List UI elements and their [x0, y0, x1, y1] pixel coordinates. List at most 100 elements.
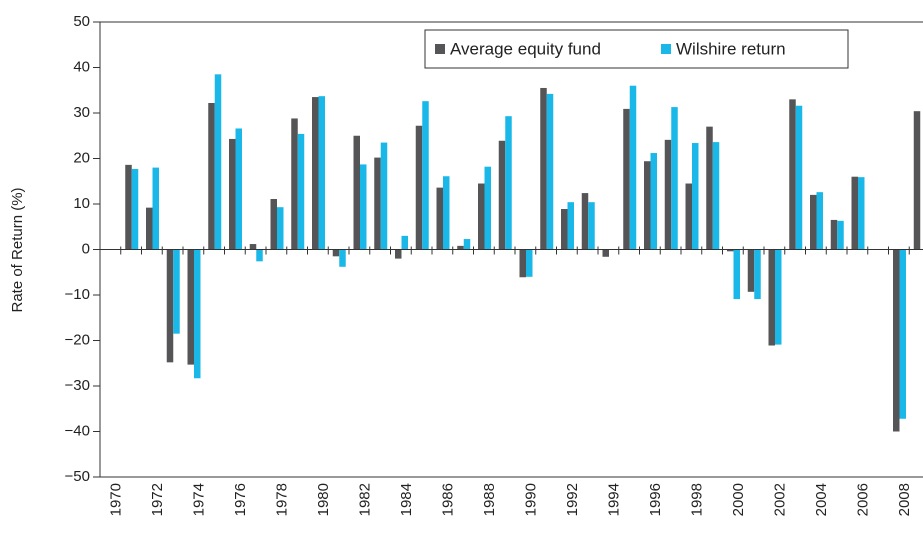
bar: [457, 246, 464, 250]
bar: [692, 143, 699, 249]
bar: [319, 96, 326, 249]
y-tick-label: 40: [73, 58, 90, 75]
plot: [121, 74, 923, 431]
bar: [312, 97, 319, 249]
bar: [291, 118, 298, 249]
y-tick-label: 50: [73, 13, 90, 30]
bar: [478, 184, 485, 250]
bar: [630, 86, 637, 250]
bar: [153, 168, 160, 250]
bar: [271, 199, 278, 250]
bar: [706, 127, 713, 250]
bar: [125, 165, 132, 250]
bar: [422, 101, 429, 249]
bar: [250, 244, 257, 249]
bar: [443, 176, 450, 249]
bar: [505, 116, 512, 249]
x-tick-label: 1976: [232, 483, 249, 516]
bar: [520, 250, 527, 278]
legend-swatch: [435, 44, 445, 54]
bar: [194, 250, 201, 379]
x-tick-label: 1988: [481, 483, 498, 516]
bar: [402, 236, 409, 250]
bar: [499, 141, 506, 250]
bar: [354, 136, 361, 250]
bar: [858, 177, 865, 249]
bar: [852, 177, 859, 250]
bar: [893, 250, 900, 432]
legend-label: Wilshire return: [676, 39, 786, 58]
bar: [416, 126, 423, 250]
bar: [173, 250, 180, 334]
x-tick-label: 1984: [398, 483, 415, 516]
bar: [360, 164, 367, 249]
x-tick-label: 1970: [108, 483, 125, 516]
y-tick-label: −10: [65, 286, 90, 303]
y-tick-label: −50: [65, 468, 90, 485]
bar: [485, 167, 492, 250]
bar: [561, 209, 568, 249]
x-tick-label: 1994: [606, 483, 623, 516]
bar: [540, 88, 547, 250]
bar: [464, 239, 471, 249]
bar: [686, 184, 693, 250]
bar: [588, 202, 595, 249]
bar: [748, 250, 755, 292]
bar: [339, 250, 346, 267]
bar: [277, 207, 284, 249]
bar: [900, 250, 907, 419]
bar: [374, 158, 381, 250]
bar: [146, 208, 153, 250]
x-tick-label: 2000: [730, 483, 747, 516]
x-tick-label: 2006: [855, 483, 872, 516]
bar: [789, 99, 796, 249]
bar: [582, 193, 589, 249]
bar: [713, 142, 720, 249]
x-tick-label: 1974: [191, 483, 208, 516]
bar: [208, 103, 215, 250]
x-tick-label: 2004: [813, 483, 830, 516]
y-tick-label: −40: [65, 422, 90, 439]
bar: [651, 153, 658, 249]
bar: [734, 250, 741, 300]
bar: [671, 107, 678, 249]
x-tick-label: 1982: [357, 483, 374, 516]
x-tick-label: 1996: [647, 483, 664, 516]
bar: [298, 134, 305, 250]
bar: [167, 250, 174, 363]
bar: [381, 143, 388, 250]
bar: [769, 250, 776, 346]
legend-swatch: [661, 44, 671, 54]
y-tick-label: 30: [73, 104, 90, 121]
x-tick-label: 1998: [689, 483, 706, 516]
y-tick-label: 20: [73, 149, 90, 166]
x-tick-label: 1980: [315, 483, 332, 516]
bar: [215, 74, 222, 249]
bar: [623, 109, 630, 250]
bar: [236, 128, 243, 249]
legend-label: Average equity fund: [450, 39, 601, 58]
bar: [817, 192, 824, 249]
x-tick-label: 1978: [274, 483, 291, 516]
x-tick-label: 1986: [440, 483, 457, 516]
x-tick-label: 1992: [564, 483, 581, 516]
bar: [547, 94, 554, 250]
bar: [256, 250, 263, 262]
y-tick-label: 0: [82, 240, 90, 257]
bar: [229, 139, 236, 250]
bar: [831, 220, 838, 250]
y-tick-label: −30: [65, 377, 90, 394]
y-axis-label: Rate of Return (%): [9, 187, 26, 312]
x-tick-label: 2002: [772, 483, 789, 516]
bar: [644, 161, 651, 249]
bar: [775, 250, 782, 345]
bar: [188, 250, 195, 365]
bar: [568, 202, 575, 249]
bar: [837, 221, 844, 250]
bar: [526, 250, 533, 277]
bar: [437, 188, 444, 250]
x-tick-label: 1972: [149, 483, 166, 516]
bar: [754, 250, 761, 300]
bar: [132, 169, 139, 250]
